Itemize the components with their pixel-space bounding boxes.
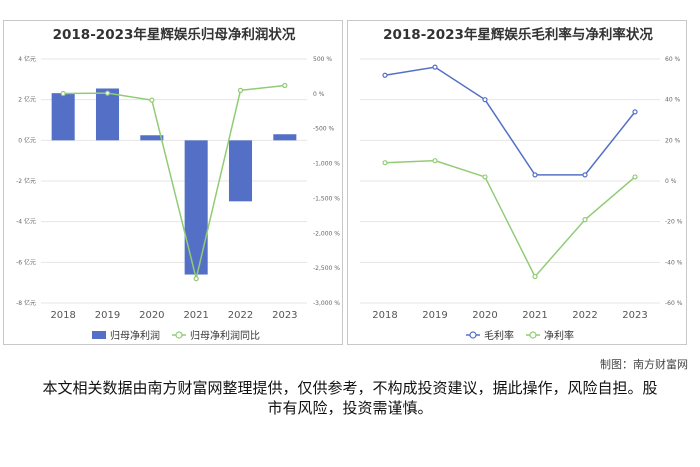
y2-tick-label: -1,500 % — [313, 195, 340, 202]
data-point — [60, 90, 66, 97]
legend-label: 归母净利润同比 — [190, 329, 260, 342]
data-point — [532, 273, 538, 280]
data-point — [104, 90, 111, 96]
y-tick-label: -8 亿元 — [16, 299, 36, 307]
y-tick-label: -2 亿元 — [16, 177, 36, 185]
legend-label: 毛利率 — [484, 329, 514, 342]
legend-swatch-bar — [92, 331, 106, 339]
x-tick-label: 2021 — [183, 310, 208, 321]
legend-swatch-marker — [529, 331, 537, 339]
x-tick-label: 2022 — [228, 310, 253, 321]
data-point — [237, 87, 244, 93]
series-line — [384, 159, 636, 278]
x-tick-label: 2020 — [139, 310, 164, 321]
legend-swatch-marker — [469, 331, 477, 339]
y-tick-label: 2 亿元 — [18, 96, 36, 104]
y2-tick-label: -500 % — [313, 126, 335, 133]
data-point — [632, 109, 638, 115]
bar — [228, 140, 253, 202]
margin-chart-panel: 2018-2023年星辉娱乐毛利率与净利率状况 60 % 40 % 20 % 0 % -2… — [347, 20, 687, 345]
y2-tick-label: -2,000 % — [313, 230, 340, 237]
y-tick-label: -60 % — [665, 300, 683, 307]
bar — [273, 134, 297, 141]
series-line — [63, 84, 285, 279]
legend-swatch-marker — [175, 331, 183, 339]
y2-tick-label: -3,000 % — [313, 300, 340, 307]
y-tick-label: 40 % — [665, 97, 681, 104]
x-tick-label: 2018 — [50, 310, 75, 321]
y-tick-label: 0 亿元 — [18, 136, 36, 144]
legend-label: 净利率 — [544, 329, 574, 342]
y-tick-label: -40 % — [665, 259, 683, 266]
x-tick-label: 2023 — [622, 310, 647, 321]
data-point — [149, 97, 155, 103]
y-tick-label: 20 % — [665, 137, 681, 144]
x-tick-label: 2021 — [522, 310, 547, 321]
y-tick-label: 60 % — [665, 56, 681, 63]
y-tick-label: -6 亿元 — [16, 258, 36, 266]
data-point — [482, 174, 488, 180]
x-tick-label: 2023 — [272, 310, 297, 321]
x-tick-label: 2022 — [572, 310, 597, 321]
data-point — [382, 160, 388, 166]
chart-title: 2018-2023年星辉娱乐毛利率与净利率状况 — [383, 26, 653, 43]
y-tick-label: 4 亿元 — [18, 55, 36, 63]
x-tick-label: 2019 — [95, 310, 120, 321]
source-note: 制图：南方财富网 — [600, 358, 688, 371]
disclaimer-text: 本文相关数据由南方财富网整理提供，仅供参考，不构成投资建议，据此操作，风险自担。… — [42, 379, 658, 417]
data-point — [632, 174, 638, 180]
x-tick-label: 2020 — [472, 310, 497, 321]
y2-tick-label: -2,500 % — [313, 265, 340, 272]
chart-title: 2018-2023年星辉娱乐归母净利润状况 — [53, 26, 296, 43]
y-tick-label: 0 % — [665, 178, 677, 185]
data-point — [282, 82, 288, 89]
margin-chart: 2018-2023年星辉娱乐毛利率与净利率状况 60 % 40 % 20 % 0 % -2… — [360, 26, 683, 342]
data-point — [582, 217, 588, 223]
series-line — [384, 66, 636, 176]
data-point — [432, 158, 438, 164]
data-point — [532, 172, 538, 178]
y2-tick-label: 500 % — [313, 56, 332, 63]
x-tick-label: 2019 — [422, 310, 447, 321]
data-point — [382, 72, 388, 78]
data-point — [482, 97, 488, 103]
data-point — [432, 64, 438, 70]
data-point — [582, 172, 588, 178]
y2-tick-label: 0 % — [313, 91, 325, 98]
bar — [51, 93, 75, 141]
y-tick-label: -4 亿元 — [16, 218, 36, 226]
y2-tick-label: -1,000 % — [313, 161, 340, 168]
y-tick-label: -20 % — [665, 219, 683, 226]
bar — [95, 88, 120, 141]
legend-label: 归母净利润 — [110, 329, 160, 342]
net-profit-chart-panel: 2018-2023年星辉娱乐归母净利润状况 4 亿元 2 亿元 0 亿元 -2 亿元 -4… — [3, 20, 343, 345]
x-tick-label: 2018 — [372, 310, 397, 321]
data-point — [193, 276, 199, 282]
bar — [140, 135, 164, 141]
bar — [184, 140, 208, 275]
net-profit-chart: 2018-2023年星辉娱乐归母净利润状况 4 亿元 2 亿元 0 亿元 -2 亿元 -4… — [16, 26, 340, 342]
